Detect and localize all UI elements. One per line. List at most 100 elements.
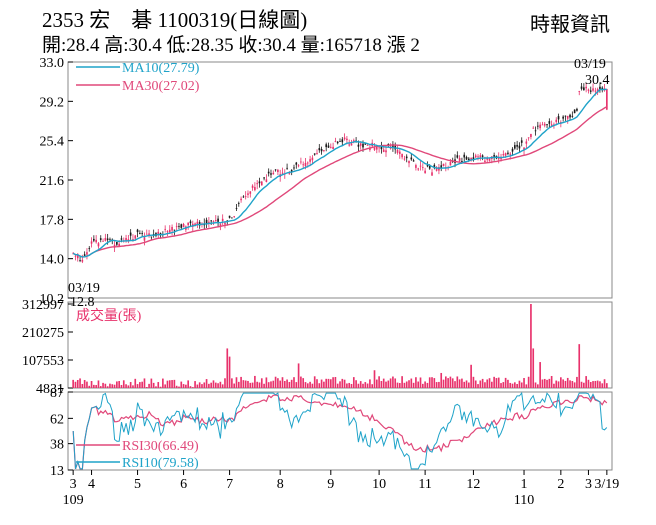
candle-body	[481, 155, 484, 157]
volume-bar	[122, 380, 125, 388]
candle-body	[486, 157, 489, 160]
candle-body	[359, 143, 362, 146]
volume-bar	[127, 385, 130, 388]
candle-body	[228, 215, 231, 218]
volume-bar	[175, 385, 178, 388]
price-panel-frame	[67, 61, 613, 299]
volume-bar	[81, 383, 84, 388]
volume-bar	[495, 378, 498, 388]
volume-bar	[162, 378, 164, 388]
candle-body	[95, 239, 97, 243]
candle-body	[514, 145, 516, 149]
volume-bar	[371, 384, 374, 388]
chart-title: 2353 宏 碁 1100319(日線圖)	[42, 8, 308, 32]
quote-line: 開:28.4 高:30.4 低:28.35 收:30.4 量:165718 漲 …	[42, 35, 420, 56]
volume-bar	[548, 378, 551, 388]
candle-body	[537, 125, 539, 127]
volume-bar	[141, 381, 143, 388]
volume-bar	[562, 379, 564, 388]
volume-bar	[398, 383, 401, 388]
candle-body	[288, 173, 291, 175]
volume-bar	[380, 381, 383, 388]
candle-body	[106, 238, 109, 241]
volume-bar	[118, 381, 120, 388]
volume-bar	[435, 382, 438, 388]
volume-bar	[419, 377, 422, 388]
volume-bar	[171, 380, 173, 388]
volume-bar	[240, 376, 242, 388]
volume-bar	[79, 378, 81, 388]
candle-body	[382, 149, 385, 152]
volume-bar	[580, 381, 583, 388]
volume-bar	[329, 379, 332, 388]
candle-body	[509, 153, 512, 155]
volume-bar	[111, 384, 114, 388]
candle-body	[286, 167, 288, 169]
candle-body	[366, 145, 369, 146]
candle-body	[300, 161, 302, 163]
volume-bar	[583, 382, 585, 388]
volume-bar	[357, 383, 360, 388]
volume-bar	[410, 378, 413, 388]
volume-bar	[589, 382, 592, 388]
candle-body	[125, 237, 127, 241]
volume-bar	[212, 380, 215, 388]
candle-body	[129, 232, 132, 236]
candle-body	[461, 161, 463, 163]
volume-bar	[132, 385, 134, 388]
candle-body	[166, 231, 169, 233]
volume-y-tick-label: 210275	[22, 326, 64, 341]
volume-bar	[387, 380, 390, 388]
volume-bar	[375, 379, 378, 388]
volume-bar	[313, 376, 316, 388]
volume-bar	[576, 376, 578, 388]
volume-bar	[378, 376, 380, 388]
candle-body	[226, 220, 229, 222]
volume-bar	[474, 380, 477, 388]
candle-body	[562, 116, 564, 119]
candle-body	[212, 221, 215, 222]
volume-bar	[497, 377, 500, 388]
volume-bar	[523, 378, 525, 388]
candle-body	[585, 86, 587, 89]
candle-body	[309, 159, 311, 162]
volume-bar	[543, 378, 546, 388]
candle-body	[182, 223, 185, 227]
volume-bar	[527, 376, 530, 388]
volume-bar	[587, 379, 590, 388]
volume-bar	[86, 381, 88, 388]
volume-bar	[488, 378, 491, 388]
volume-bar	[72, 379, 74, 388]
volume-bar	[438, 381, 440, 388]
volume-bar	[428, 377, 431, 388]
volume-bar	[274, 376, 277, 388]
candle-body	[272, 172, 275, 175]
volume-bar	[479, 380, 482, 388]
rsi-y-tick-label: 87	[50, 386, 64, 401]
candle-body	[173, 229, 176, 231]
candle-body	[76, 255, 79, 259]
candle-body	[336, 141, 339, 144]
x-year-label: 109	[63, 493, 84, 508]
volume-bar	[318, 383, 321, 388]
candle-body	[334, 140, 337, 142]
volume-bar	[187, 380, 189, 388]
x-tick-label: 3	[585, 477, 592, 492]
volume-bar	[564, 380, 567, 388]
volume-bar	[362, 383, 364, 388]
volume-bar	[129, 382, 132, 388]
volume-bar	[219, 381, 222, 388]
candle-body	[97, 243, 100, 247]
volume-bar	[242, 380, 245, 388]
volume-bar	[477, 384, 479, 388]
volume-bar	[484, 382, 486, 388]
candle-body	[401, 153, 403, 158]
candle-body	[249, 191, 252, 194]
volume-bar	[463, 381, 466, 388]
candle-body	[306, 162, 309, 164]
ma30-line	[72, 106, 608, 258]
volume-bar	[334, 376, 337, 388]
volume-bar	[267, 382, 270, 388]
candle-body	[320, 149, 323, 152]
